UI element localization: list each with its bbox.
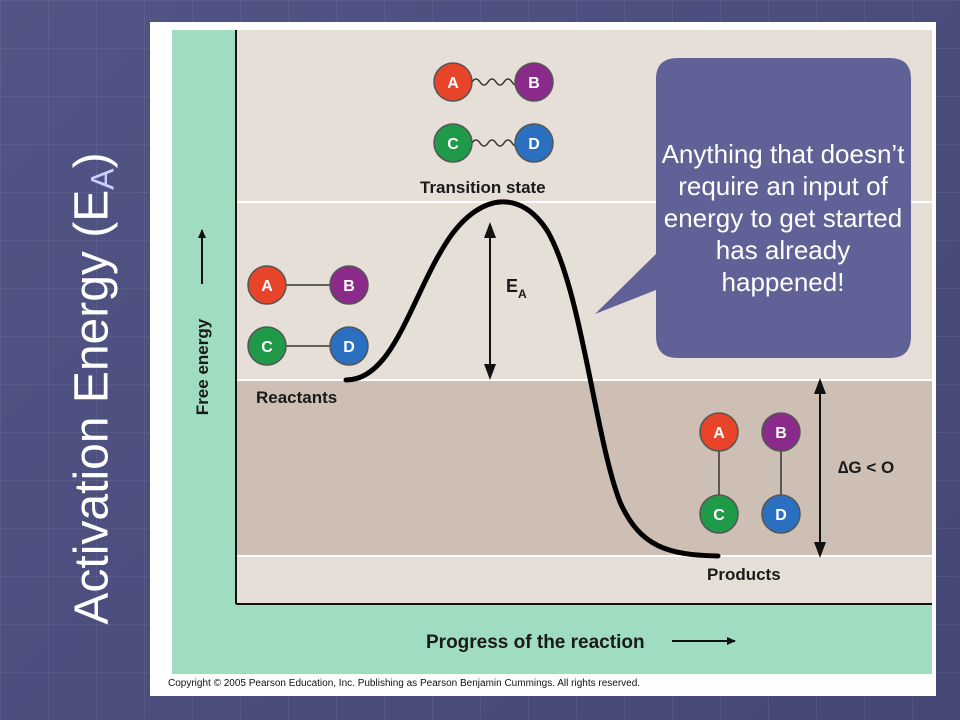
ea-label-sub: A xyxy=(518,287,527,301)
title-subscript: A xyxy=(84,167,121,190)
molecule-c xyxy=(699,494,739,534)
callout-bubble xyxy=(595,58,911,358)
energy-diagram: Free energy Progress of the reaction E A … xyxy=(172,30,932,674)
molecule-b xyxy=(761,412,801,452)
ea-label: EA xyxy=(506,276,527,301)
callout-text: Anything that doesn’t require an input o… xyxy=(661,139,905,297)
molecule-b xyxy=(329,265,369,305)
molecule-a xyxy=(699,412,739,452)
reactants-label: Reactants xyxy=(256,388,337,407)
title-main: Activation Energy (E xyxy=(65,189,119,625)
energy-curve xyxy=(343,199,721,559)
slide-title: Activation Energy (EA) xyxy=(48,88,138,688)
ea-arrow-head-down xyxy=(484,364,496,380)
molecule-a-label: A xyxy=(447,75,459,92)
molecule-d-label: D xyxy=(775,507,787,524)
molecule-a xyxy=(433,62,473,102)
molecule-d-label: D xyxy=(343,339,355,356)
transition-state-molecules: A B C D xyxy=(433,62,554,163)
molecule-c-label: C xyxy=(261,339,273,356)
products-label: Products xyxy=(707,565,781,584)
ea-label-main: E xyxy=(506,276,518,296)
transition-state-label: Transition state xyxy=(420,178,546,197)
product-molecules: A B C D xyxy=(699,412,801,534)
molecule-b-label: B xyxy=(343,278,355,295)
molecule-b xyxy=(514,62,554,102)
title-close: ) xyxy=(65,151,119,168)
molecule-c xyxy=(433,123,473,163)
delta-g-arrow-head-up xyxy=(814,378,826,394)
molecule-d xyxy=(761,494,801,534)
molecule-c-label: C xyxy=(447,136,459,153)
molecule-b-label: B xyxy=(775,425,787,442)
y-axis-label: Free energy xyxy=(193,229,212,415)
band-bottom xyxy=(236,556,932,604)
molecule-d xyxy=(329,326,369,366)
figure-panel: Free energy Progress of the reaction E A … xyxy=(150,22,936,696)
delta-g-label: ∆G < O xyxy=(838,458,894,477)
ea-arrow-head-up xyxy=(484,222,496,238)
molecule-d xyxy=(514,123,554,163)
reactant-molecules: A B C D xyxy=(247,265,369,366)
y-axis-label-text: Free energy xyxy=(193,318,212,415)
x-axis-label-text: Progress of the reaction xyxy=(426,632,645,653)
x-axis-label: Progress of the reaction xyxy=(426,632,736,653)
delta-g-arrow-head-down xyxy=(814,542,826,558)
molecule-d-label: D xyxy=(528,136,540,153)
molecule-a-label: A xyxy=(261,278,273,295)
molecule-b-label: B xyxy=(528,75,540,92)
molecule-a xyxy=(247,265,287,305)
molecule-c-label: C xyxy=(713,507,725,524)
band-reactants-products xyxy=(236,380,932,556)
molecule-c xyxy=(247,326,287,366)
copyright-notice: Copyright © 2005 Pearson Education, Inc.… xyxy=(168,678,641,689)
molecule-a-label: A xyxy=(713,425,725,442)
